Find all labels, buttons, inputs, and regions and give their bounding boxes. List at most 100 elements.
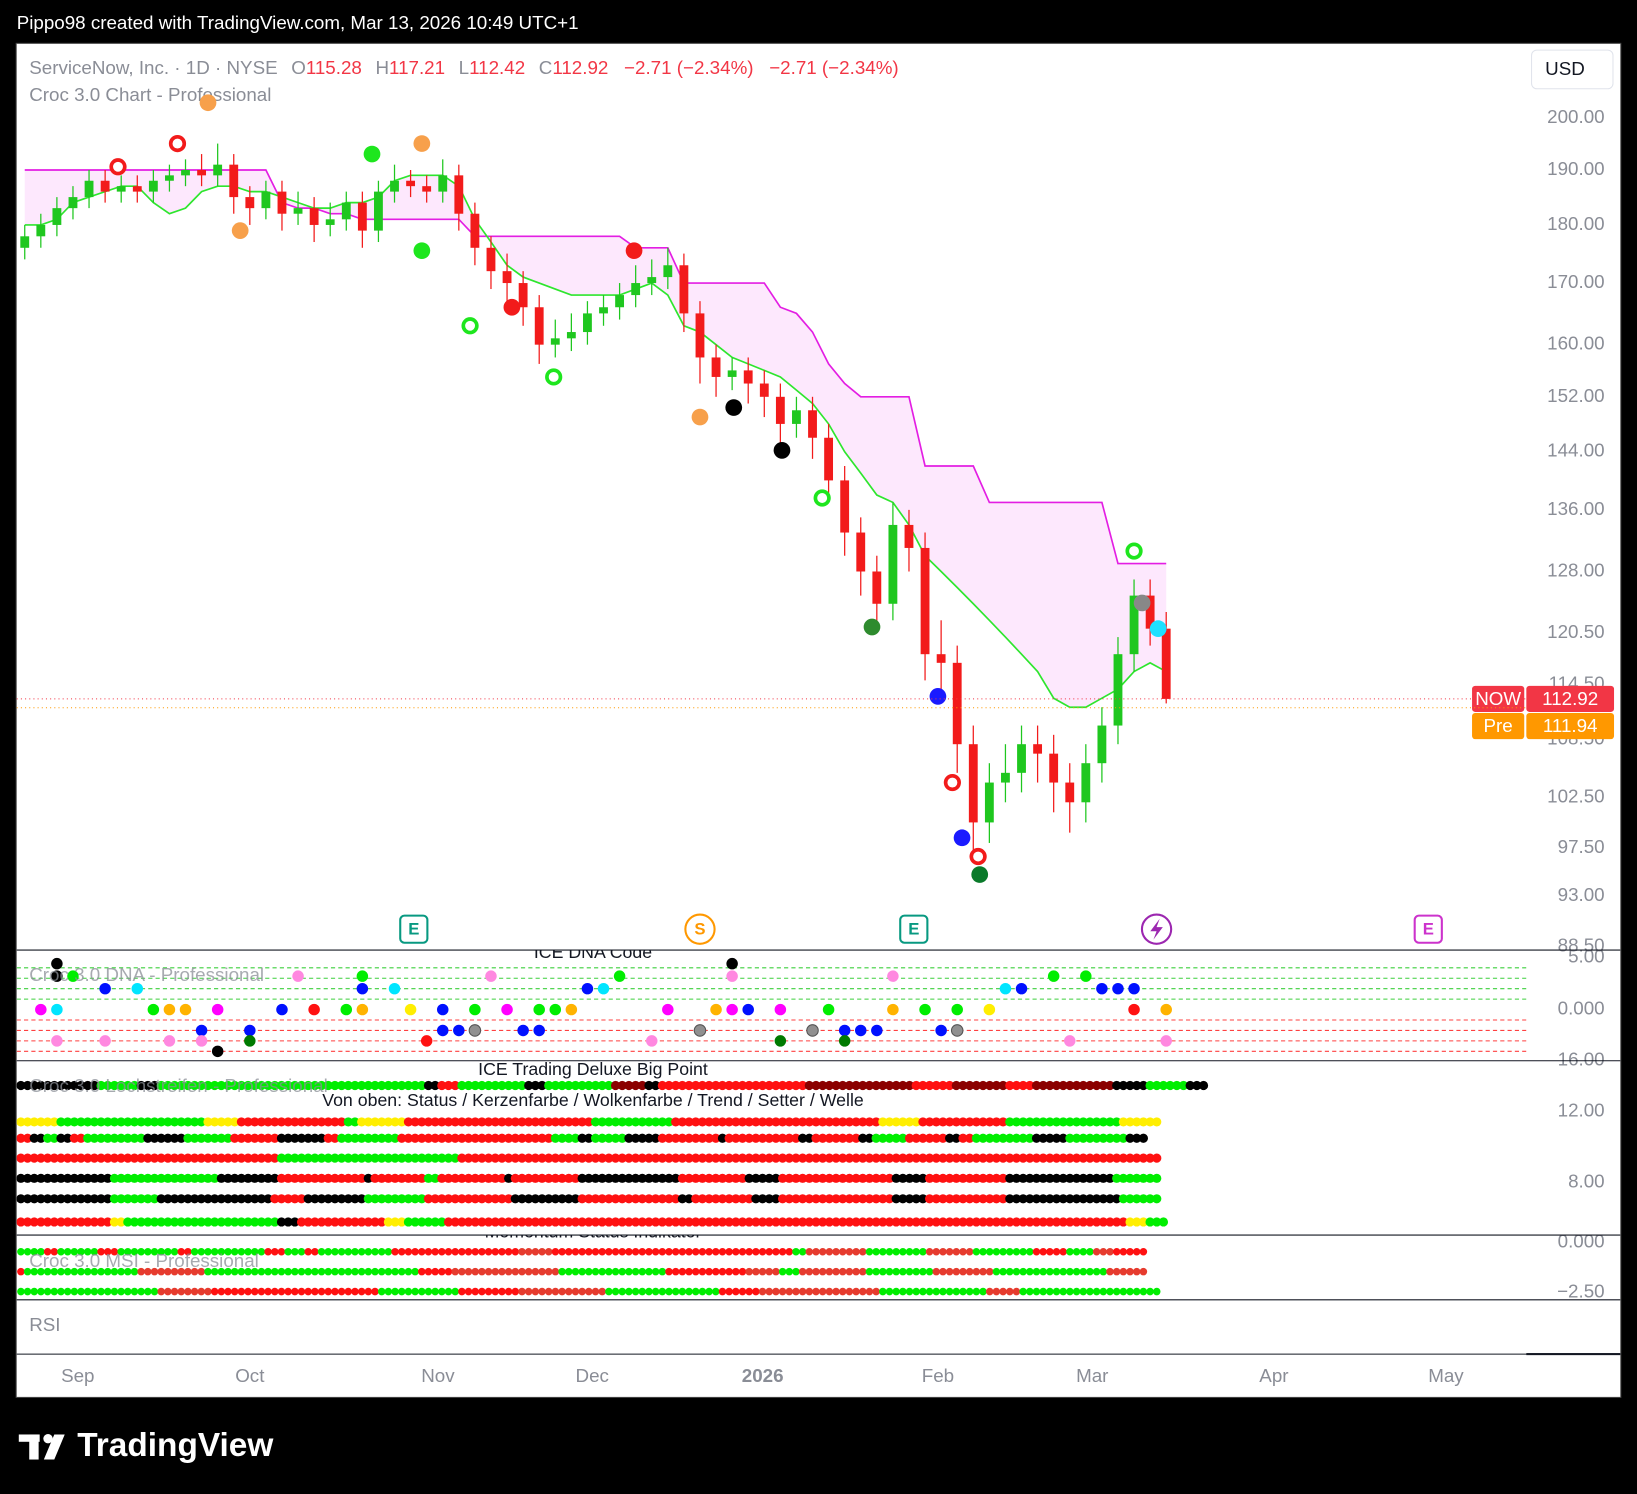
event-label: E	[908, 920, 919, 939]
status-dot	[1152, 1173, 1162, 1183]
status-dot	[164, 1247, 172, 1256]
status-dot	[544, 1217, 554, 1227]
status-dot	[581, 982, 594, 995]
status-dot	[1012, 1287, 1021, 1296]
status-dot	[1138, 1117, 1148, 1127]
status-dot	[256, 1117, 267, 1127]
status-dot	[16, 1194, 26, 1204]
status-dot	[1051, 1173, 1062, 1183]
status-dot	[403, 1117, 414, 1127]
status-dot	[852, 1247, 860, 1256]
candle-body	[1081, 763, 1091, 803]
status-dot	[538, 1267, 546, 1276]
status-dot	[497, 1217, 507, 1227]
status-dot	[711, 1133, 721, 1143]
status-dot	[29, 1173, 39, 1183]
status-dot	[965, 1194, 975, 1204]
status-dot	[344, 1267, 353, 1276]
status-dot	[624, 1133, 634, 1143]
currency[interactable]: USD	[1545, 58, 1585, 79]
status-dot	[210, 1217, 220, 1227]
candle-body	[872, 571, 882, 604]
status-dot	[501, 1003, 513, 1016]
status-dot	[130, 1247, 139, 1256]
status-dot	[337, 1194, 347, 1204]
status-dot	[1066, 1247, 1074, 1256]
status-dot	[791, 1133, 801, 1143]
status-dot	[737, 1194, 748, 1204]
status-dot	[604, 1194, 614, 1204]
status-dot	[712, 1247, 720, 1256]
status-dot	[798, 1267, 807, 1276]
status-dot	[1026, 1247, 1034, 1256]
status-dot	[978, 1194, 988, 1204]
status-dot	[453, 1024, 465, 1037]
status-dot	[617, 1173, 627, 1183]
status-dot	[524, 1267, 533, 1276]
status-dot	[651, 1217, 661, 1227]
status-dot	[725, 1287, 733, 1296]
status-dot	[1005, 1133, 1015, 1143]
status-dot	[717, 1217, 728, 1227]
candle-body	[1033, 744, 1043, 754]
status-dot	[490, 1080, 500, 1091]
status-dot	[443, 1133, 454, 1143]
currency-button[interactable]	[1531, 49, 1614, 90]
status-dot	[918, 1133, 928, 1143]
status-dot	[945, 1173, 955, 1183]
status-dot	[965, 1153, 975, 1163]
status-dot	[451, 1267, 459, 1276]
status-dot	[417, 1133, 427, 1143]
status-dot	[590, 1153, 601, 1163]
status-dot	[184, 1287, 192, 1296]
x-tick-label: Mar	[1076, 1365, 1108, 1386]
status-dot	[397, 1194, 407, 1204]
status-dot	[524, 1133, 534, 1143]
status-dot	[304, 1287, 312, 1296]
y-tick-label: 180.00	[1547, 213, 1604, 234]
status-dot	[283, 1080, 293, 1091]
status-dot	[457, 1080, 467, 1091]
status-dot	[330, 1173, 340, 1183]
status-dot	[991, 1217, 1001, 1227]
status-dot	[1079, 1267, 1088, 1276]
status-dot	[310, 1117, 320, 1127]
status-dot	[190, 1133, 200, 1143]
status-dot	[637, 1117, 647, 1127]
status-dot	[1086, 1287, 1094, 1296]
status-dot	[391, 1267, 399, 1276]
status-dot	[1118, 1217, 1128, 1227]
status-dot	[23, 1247, 32, 1256]
status-dot	[51, 1003, 63, 1016]
status-dot	[851, 1153, 861, 1163]
status-dot	[1015, 982, 1028, 995]
status-dot	[1145, 1153, 1155, 1163]
status-dot	[270, 1133, 280, 1143]
status-dot	[884, 1133, 895, 1143]
price-badge-value: 111.94	[1543, 715, 1598, 736]
status-dot	[424, 1247, 433, 1256]
status-dot	[250, 1194, 260, 1204]
status-dot	[377, 1287, 386, 1296]
status-dot	[726, 1003, 738, 1016]
y-tick-label: 120.50	[1547, 621, 1604, 642]
status-dot	[1045, 1153, 1055, 1163]
status-dot	[765, 1287, 773, 1296]
status-dot	[190, 1267, 199, 1276]
status-dot	[383, 1217, 393, 1227]
status-dot	[1112, 1080, 1122, 1091]
status-dot	[370, 1117, 380, 1127]
status-dot	[291, 1247, 299, 1256]
status-dot	[597, 1217, 607, 1227]
status-dot	[351, 1247, 359, 1256]
y-tick-label: 160.00	[1547, 333, 1604, 354]
status-dot	[137, 1267, 145, 1276]
status-dot	[1106, 1247, 1114, 1256]
status-dot	[1112, 1287, 1121, 1296]
status-dot	[136, 1217, 146, 1227]
status-dot	[164, 1287, 172, 1296]
status-dot	[838, 1247, 847, 1256]
status-dot	[103, 1287, 112, 1296]
candle-body	[325, 219, 335, 225]
status-dot	[169, 1133, 180, 1143]
